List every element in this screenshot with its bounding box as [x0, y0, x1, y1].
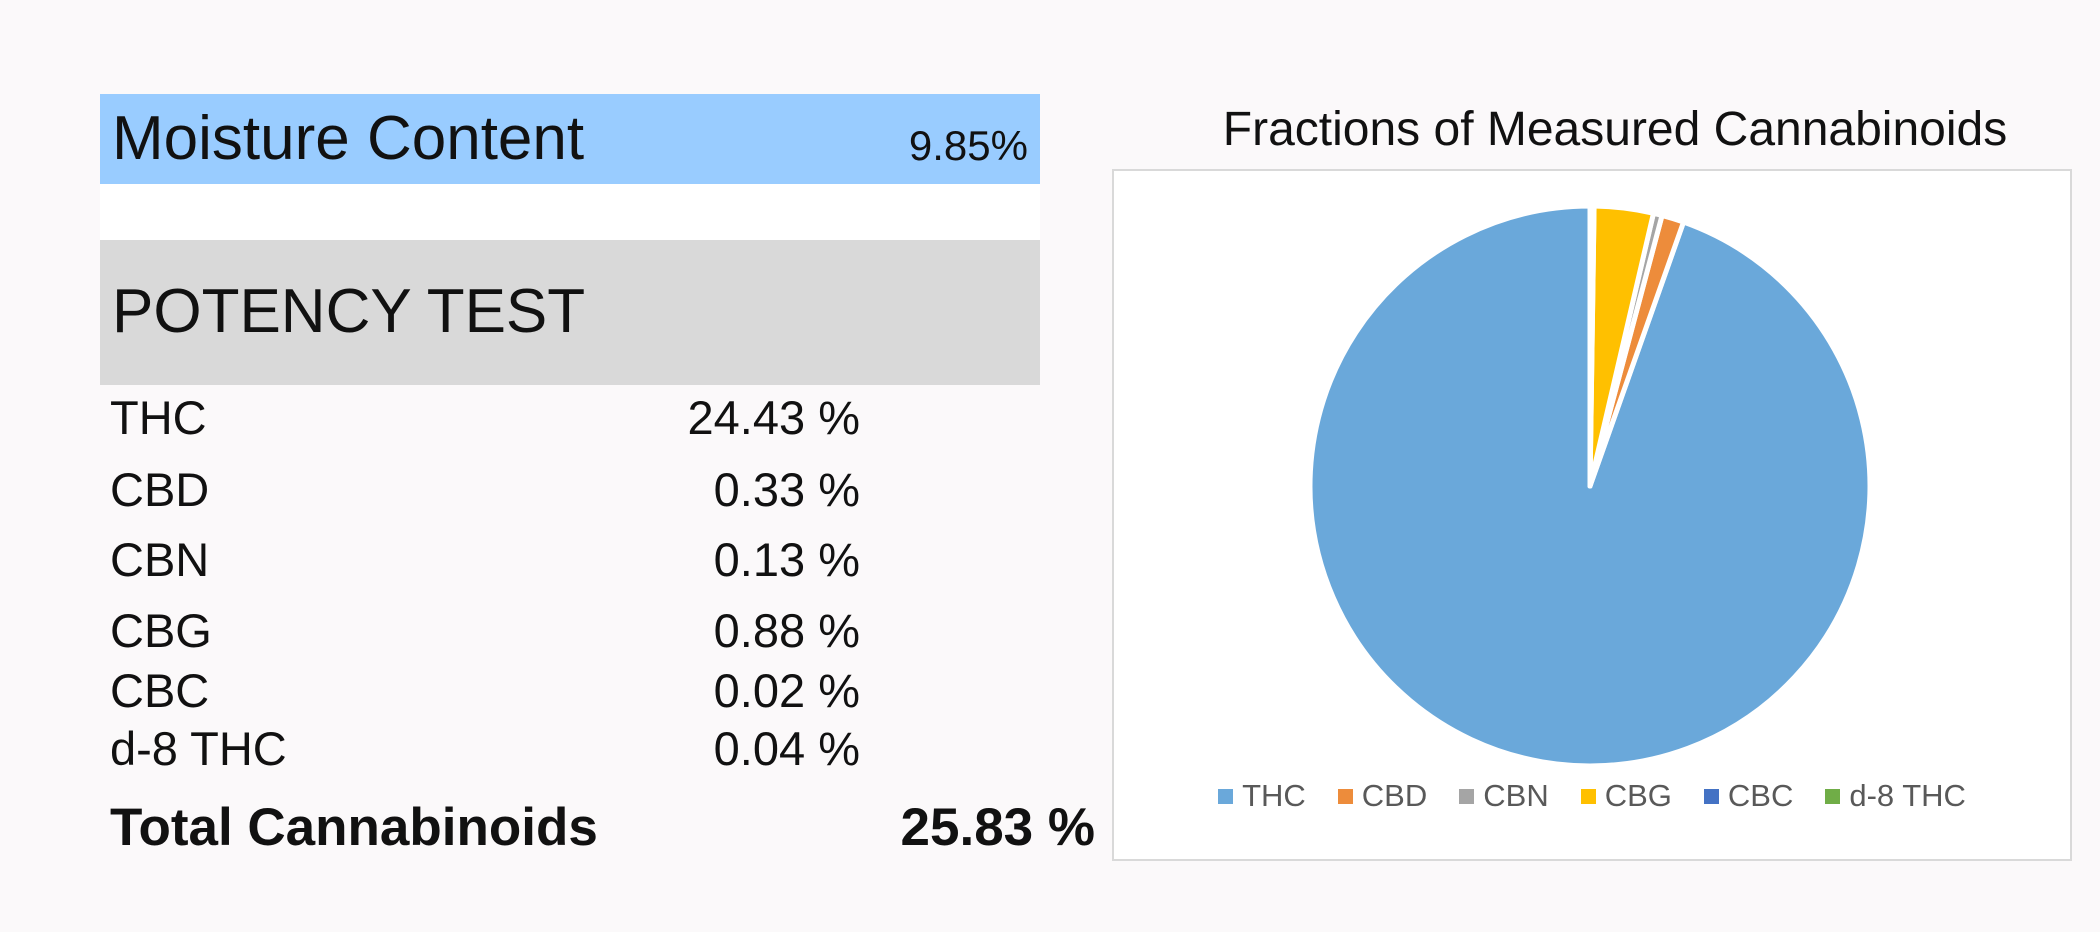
cannabinoid-value: 0.02 % [713, 664, 860, 717]
total-cannabinoids-value: 25.83 % [900, 798, 1095, 857]
cannabinoid-name: CBN [110, 533, 210, 586]
total-cannabinoids-label: Total Cannabinoids [110, 798, 598, 857]
pie-slice-thc [1307, 203, 1873, 769]
potency-row-cbn: CBN 0.13 % [110, 532, 860, 588]
legend-item-cbd: CBD [1337, 776, 1428, 816]
potency-row-cbd: CBD 0.33 % [110, 462, 860, 518]
legend-swatch [1825, 788, 1841, 804]
legend-swatch [1703, 788, 1719, 804]
cannabinoid-name: CBD [110, 463, 210, 516]
cannabinoid-name: d-8 THC [110, 722, 287, 775]
legend-swatch [1218, 788, 1234, 804]
cannabinoid-name: CBC [110, 664, 210, 717]
cannabinoid-value: 24.43 % [687, 391, 860, 444]
cannabinoid-name: CBG [110, 604, 212, 657]
pie-chart [1307, 203, 1873, 769]
legend-swatch [1337, 788, 1353, 804]
chart-legend: THC CBD CBN CBG CBC d-8 THC [1114, 776, 2070, 816]
cannabinoid-value: 0.33 % [713, 463, 860, 516]
legend-label: CBN [1483, 778, 1549, 813]
pie-chart-area: THC CBD CBN CBG CBC d-8 THC [1112, 169, 2072, 861]
chart-title: Fractions of Measured Cannabinoids [1222, 103, 2008, 156]
legend-label: d-8 THC [1849, 778, 1966, 813]
cannabinoid-value: 0.13 % [713, 533, 860, 586]
cannabinoid-value: 0.88 % [713, 604, 860, 657]
moisture-content-value: 9.85% [908, 122, 1028, 169]
potency-row-thc: THC 24.43 % [110, 390, 860, 446]
total-cannabinoids-row: Total Cannabinoids 25.83 % [110, 796, 1095, 860]
legend-item-cbc: CBC [1703, 776, 1794, 816]
moisture-content-label: Moisture Content [112, 104, 585, 173]
legend-label: CBC [1727, 778, 1794, 813]
potency-row-d8-thc: d-8 THC 0.04 % [110, 721, 860, 777]
legend-item-cbg: CBG [1580, 776, 1672, 816]
legend-item-cbn: CBN [1459, 776, 1549, 816]
pie-slice-d-8-thc [1587, 203, 1596, 489]
potency-row-cbc: CBC 0.02 % [110, 663, 860, 719]
legend-label: CBG [1604, 778, 1672, 813]
legend-swatch [1580, 788, 1596, 804]
potency-row-cbg: CBG 0.88 % [110, 603, 860, 659]
potency-test-title: POTENCY TEST [112, 277, 586, 346]
legend-item-d-8-thc: d-8 THC [1825, 776, 1966, 816]
legend-swatch [1459, 788, 1475, 804]
legend-item-thc: THC [1218, 776, 1306, 816]
cannabinoid-name: THC [110, 391, 207, 444]
spacer [100, 184, 1040, 240]
potency-test-header: POTENCY TEST [100, 240, 1040, 385]
legend-label: THC [1242, 778, 1306, 813]
legend-label: CBD [1361, 778, 1428, 813]
moisture-content-bar: Moisture Content 9.85% [100, 94, 1040, 184]
cannabinoid-value: 0.04 % [713, 722, 860, 775]
